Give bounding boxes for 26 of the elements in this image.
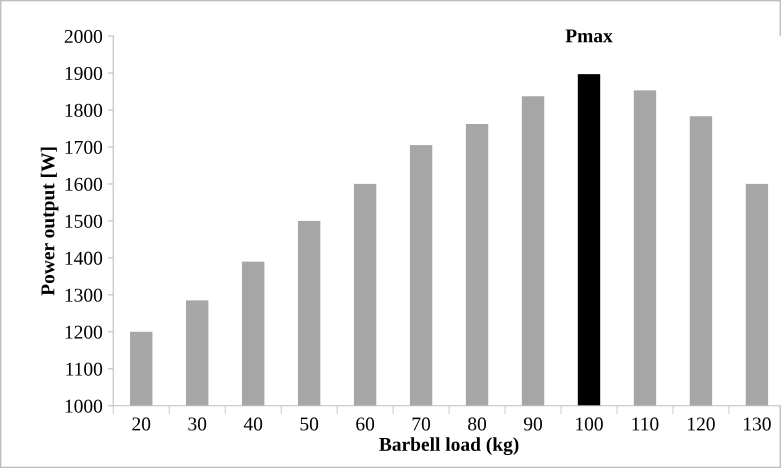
y-tick-label: 1100 bbox=[66, 362, 102, 376]
y-tick-label: 1600 bbox=[66, 178, 102, 191]
x-tick-label: 130 bbox=[744, 417, 771, 431]
x-tick-label: 20 bbox=[132, 417, 150, 431]
x-tick-label: 40 bbox=[244, 417, 262, 431]
x-tick-label: 100 bbox=[576, 417, 603, 431]
x-tick-label: 60 bbox=[356, 417, 374, 431]
y-tick-label: 1400 bbox=[66, 252, 102, 265]
x-tick-label: 120 bbox=[688, 417, 715, 431]
y-tick-label: 1500 bbox=[66, 214, 102, 228]
x-tick-label: 50 bbox=[300, 417, 318, 431]
y-tick-label: 1700 bbox=[66, 140, 102, 154]
y-tick-label: 1800 bbox=[66, 104, 102, 117]
x-tick-label: 70 bbox=[412, 417, 430, 431]
y-tick-label: 2000 bbox=[64, 30, 102, 43]
y-tick-label: 1200 bbox=[66, 326, 102, 339]
y-tick-label: 1300 bbox=[66, 288, 102, 302]
y-tick-label: 1000 bbox=[66, 400, 102, 413]
x-tick-label: 30 bbox=[188, 417, 206, 431]
y-tick-label: 1900 bbox=[66, 66, 102, 80]
x-axis-title: Barbell load (kg) bbox=[379, 437, 518, 456]
x-tick-label: 80 bbox=[468, 417, 486, 431]
y-axis-title: Power output [W] bbox=[40, 147, 58, 296]
x-tick-label: 110 bbox=[632, 417, 658, 431]
annotation: Pmax bbox=[566, 29, 613, 42]
x-tick-label: 90 bbox=[524, 417, 542, 431]
